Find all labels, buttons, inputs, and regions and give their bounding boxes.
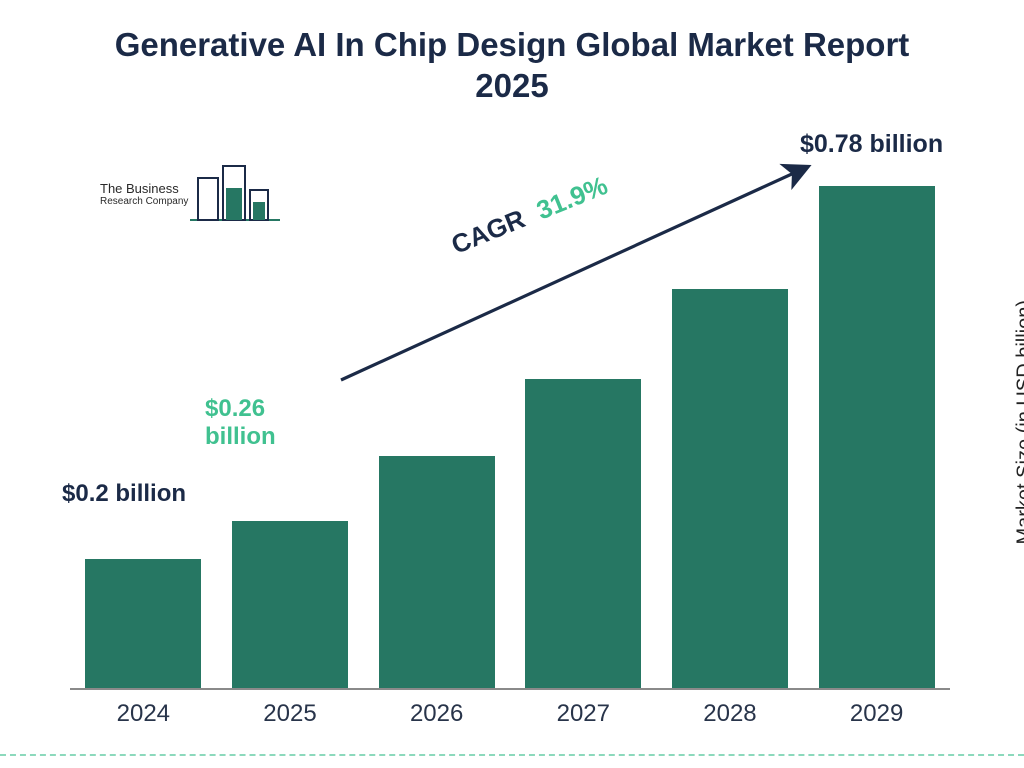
- bar: [525, 379, 641, 688]
- bar-slot: [804, 186, 950, 688]
- x-axis-labels: 202420252026202720282029: [70, 690, 950, 728]
- bar-slot: [657, 289, 803, 688]
- x-axis-tick-label: 2026: [364, 690, 510, 728]
- bar: [672, 289, 788, 688]
- chart-title: Generative AI In Chip Design Global Mark…: [0, 24, 1024, 107]
- bar-value-2029: $0.78 billion: [800, 130, 980, 159]
- page: Generative AI In Chip Design Global Mark…: [0, 0, 1024, 768]
- x-axis-tick-label: 2029: [804, 690, 950, 728]
- bar: [232, 521, 348, 688]
- x-axis-tick-label: 2028: [657, 690, 803, 728]
- bar-value-2025: $0.26 billion: [205, 395, 335, 450]
- bar: [379, 456, 495, 688]
- bar-slot: [364, 456, 510, 688]
- bar-slot: [70, 559, 216, 688]
- x-axis-tick-label: 2027: [510, 690, 656, 728]
- y-axis-label: Market Size (in USD billion): [1014, 300, 1024, 545]
- bar: [819, 186, 935, 688]
- x-axis-tick-label: 2025: [217, 690, 363, 728]
- x-axis-tick-label: 2024: [70, 690, 216, 728]
- bar-value-2024: $0.2 billion: [62, 480, 192, 508]
- bar-slot: [510, 379, 656, 688]
- bar: [85, 559, 201, 688]
- bar-slot: [217, 521, 363, 688]
- bottom-separator: [0, 754, 1024, 756]
